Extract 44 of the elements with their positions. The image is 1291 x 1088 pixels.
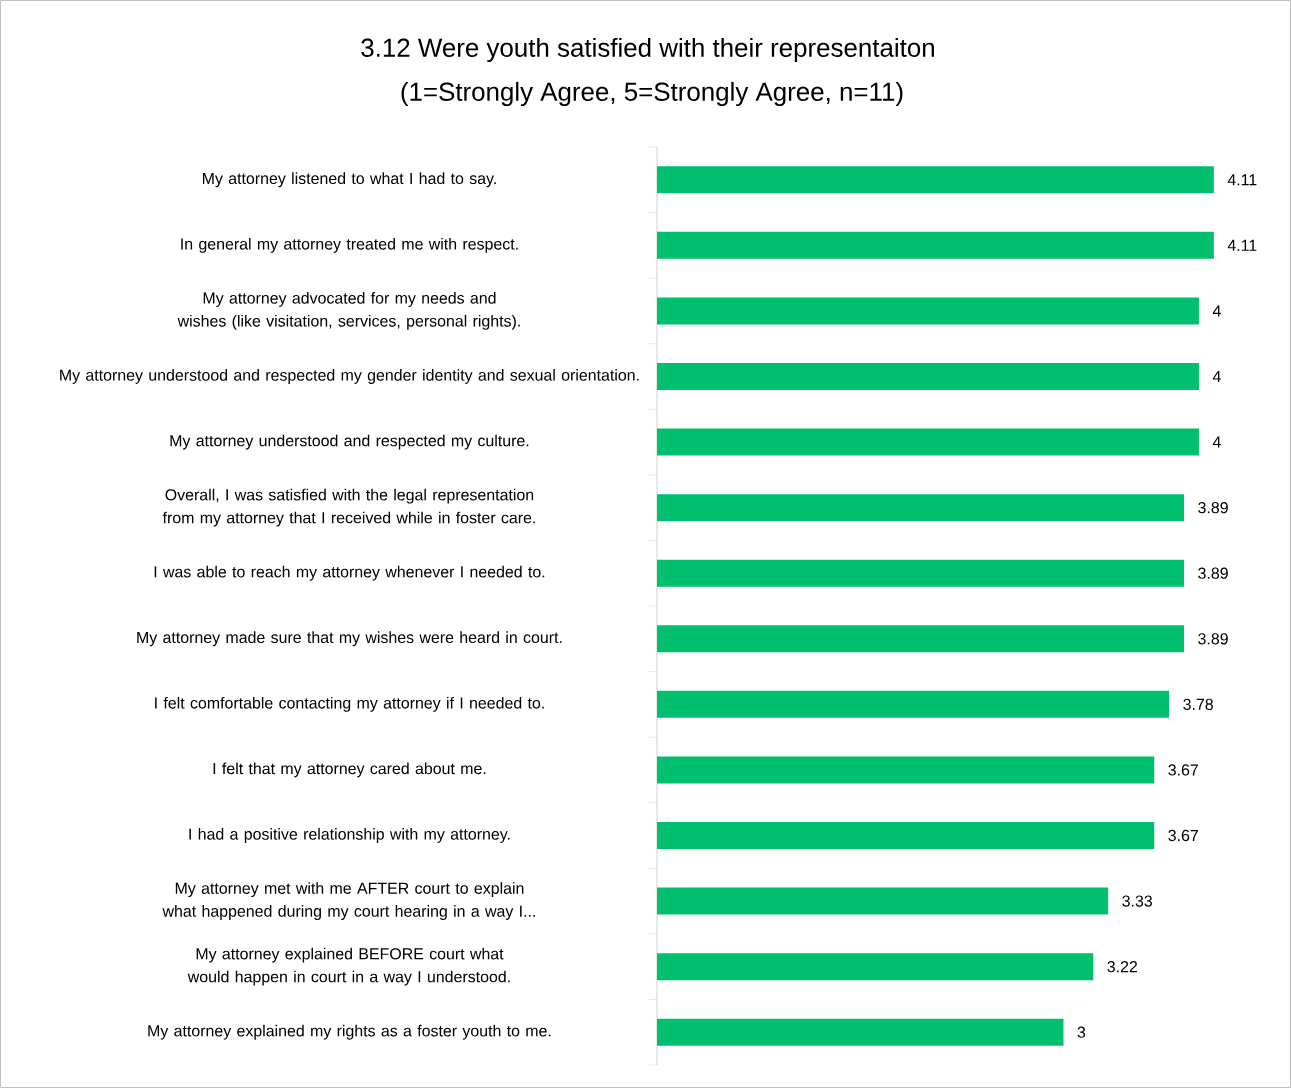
data-label: 3.89	[1198, 567, 1228, 579]
data-label: 3.33	[1122, 895, 1152, 907]
bar	[657, 1018, 1064, 1046]
y-tick-label: Overall, I was satisfied with the legal representation from my attorney that I received while in foster care.	[162, 488, 535, 527]
data-label: 4	[1212, 371, 1221, 382]
data-label: 4.11	[1227, 174, 1257, 186]
y-tick-label: I had a positive relationship with my attorney.	[189, 828, 510, 843]
y-tick-label: My attorney understood and respected my culture.	[170, 434, 529, 450]
chart-subtitle: (1=Strongly Agree, 5=Strongly Agree, n=11)	[401, 81, 903, 107]
bar	[657, 428, 1199, 456]
data-label: 3.67	[1168, 829, 1198, 842]
bar	[657, 559, 1185, 587]
y-tick-label: I was able to reach my attorney whenever I needed to.	[154, 565, 545, 581]
bar	[657, 362, 1199, 390]
bar	[657, 953, 1094, 981]
y-tick-label: In general my attorney treated me with respect.	[181, 237, 518, 253]
bar	[657, 166, 1214, 194]
bar	[657, 822, 1155, 849]
y-tick-label: My attorney explained my rights as a foster youth to me.	[148, 1024, 551, 1040]
data-label: 3.22	[1107, 961, 1137, 973]
bar	[657, 231, 1214, 259]
bar	[657, 887, 1109, 915]
chart-title: 3.12 Were youth satisfied with their representaiton	[361, 37, 934, 63]
bar	[657, 690, 1170, 718]
bar	[657, 297, 1199, 325]
y-tick-label: My attorney advocated for my needs and wishes (like visitation, services, personal rights).	[177, 292, 520, 330]
y-tick-label: My attorney listened to what I had to say.	[202, 172, 496, 188]
bar	[657, 756, 1155, 784]
data-label: 4	[1212, 305, 1221, 317]
data-label: 3.67	[1168, 764, 1198, 776]
data-label: 3.78	[1183, 698, 1213, 710]
data-label: 3.89	[1198, 633, 1228, 645]
bar	[657, 494, 1185, 522]
data-label: 3.89	[1198, 502, 1228, 514]
data-label: 3	[1077, 1026, 1086, 1038]
y-tick-label: My attorney met with me AFTER court to explain what happened during my court hearing in a way I...	[162, 882, 535, 920]
y-tick-label: My attorney made sure that my wishes were heard in court.	[137, 631, 562, 647]
y-tick-label: My attorney explained BEFORE court what would happen in court in a way I understood.	[187, 947, 510, 986]
y-tick-label: I felt that my attorney cared about me.	[213, 762, 486, 778]
y-tick-label: My attorney understood and respected my gender identity and sexual orientation.	[60, 369, 639, 384]
bar	[657, 625, 1185, 653]
data-label: 4.11	[1227, 239, 1257, 251]
data-label: 4	[1212, 436, 1221, 448]
y-tick-label: I felt comfortable contacting my attorney if I needed to.	[155, 696, 544, 712]
